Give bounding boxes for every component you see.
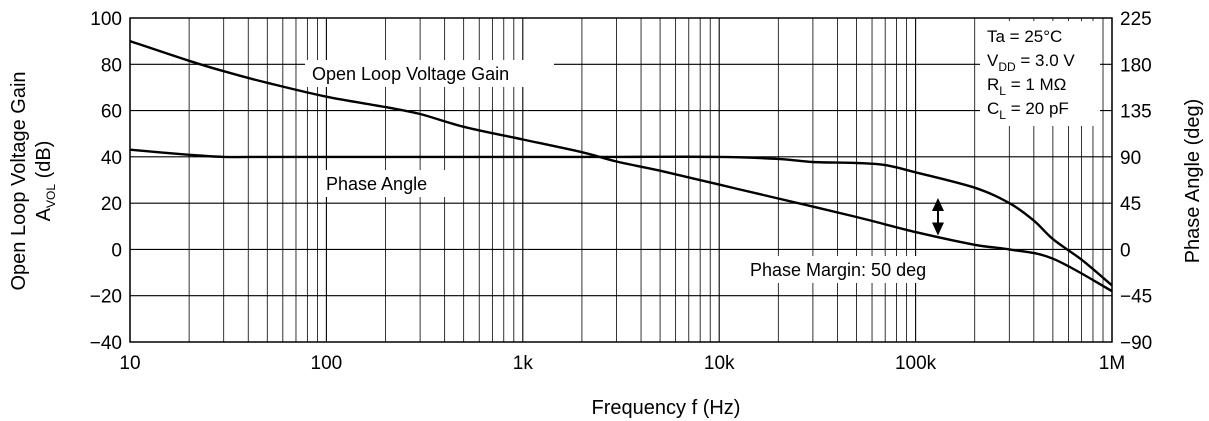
- condition-rl: RL = 1 MΩ: [987, 75, 1066, 98]
- curves: [129, 39, 1113, 293]
- series-label-phase-text: Phase Angle: [326, 174, 427, 194]
- y-tick-label-right: 135: [1120, 102, 1152, 123]
- y-tick-label-left: −20: [90, 287, 122, 308]
- x-tick-label: 1M: [1099, 353, 1125, 374]
- y-tick-label-right: 90: [1120, 148, 1141, 169]
- x-tick-label: 10: [119, 353, 140, 374]
- phase-margin-arrow-head-up: [931, 198, 944, 211]
- y-axis-left-symbol: AVOL (dB): [33, 141, 58, 222]
- y-tick-label-right: 0: [1120, 240, 1131, 261]
- x-axis-title: Frequency f (Hz): [592, 397, 741, 419]
- series-label-gain-text: Open Loop Voltage Gain: [312, 64, 509, 84]
- y-tick-label-left: 40: [101, 148, 122, 169]
- y-tick-label-left: −40: [90, 333, 122, 354]
- grid: [129, 17, 1113, 343]
- x-tick-label: 100: [311, 353, 343, 374]
- y-axis-left-title: Open Loop Voltage Gain: [8, 71, 30, 290]
- y-tick-label-left: 100: [90, 9, 122, 30]
- phase-margin-label: Phase Margin: 50 deg: [750, 260, 926, 280]
- y-tick-label-right: −45: [1120, 287, 1152, 308]
- plot-frame: [129, 17, 1113, 343]
- condition-vdd: VDD = 3.0 V: [987, 51, 1075, 74]
- y-tick-label-left: 60: [101, 102, 122, 123]
- gain-curve: [129, 39, 1113, 293]
- x-tick-label: 100k: [895, 353, 937, 374]
- y-tick-label-left: 20: [101, 194, 122, 215]
- series-label-phase: Phase Angle: [319, 170, 451, 197]
- phase-curve: [129, 148, 1113, 287]
- x-tick-label: 1k: [513, 353, 534, 374]
- condition-ta: Ta = 25°C: [987, 27, 1062, 46]
- x-tick-label: 10k: [704, 353, 735, 374]
- phase-margin-arrow-head-down: [931, 222, 944, 236]
- tick-labels: 10 100 1k 10k 100k 1M −40 −20 0 20 40 60 80 100 −90 −45…: [90, 9, 1152, 374]
- y-tick-label-left: 0: [111, 240, 122, 261]
- condition-cl: CL = 20 pF: [987, 99, 1069, 122]
- phase-margin-arrow: [931, 198, 944, 236]
- conditions-box: Ta = 25°C VDD = 3.0 V RL = 1 MΩ CL = 20 …: [980, 21, 1100, 126]
- series-label-gain: Open Loop Voltage Gain: [305, 60, 554, 87]
- y-tick-label-left: 80: [101, 55, 122, 76]
- y-tick-label-right: −90: [1120, 333, 1152, 354]
- y-axis-right-title: Phase Angle (deg): [1182, 99, 1204, 264]
- y-tick-label-right: 180: [1120, 55, 1152, 76]
- y-tick-label-right: 225: [1120, 9, 1152, 30]
- y-tick-label-right: 45: [1120, 194, 1141, 215]
- phase-margin-annotation: Phase Margin: 50 deg: [743, 198, 966, 283]
